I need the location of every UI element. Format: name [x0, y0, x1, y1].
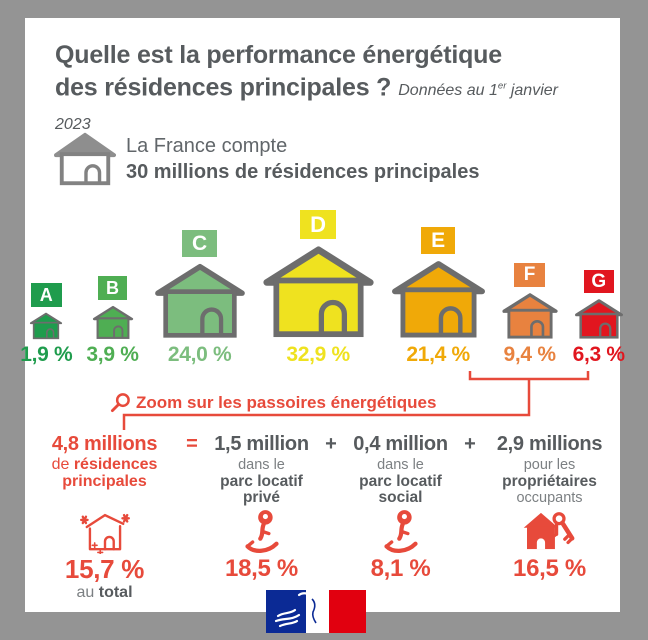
- energy-class-value: 32,9 %: [286, 343, 350, 366]
- key-in-hand-icon: [244, 510, 279, 553]
- proprietaires-value: 16,5 %: [513, 555, 586, 582]
- energy-class-value: 1,9 %: [20, 343, 73, 366]
- data-date: Données au 1er janvier 2023: [55, 81, 558, 134]
- energy-class-e: E 21,4 %: [390, 227, 487, 367]
- energy-class-badge: B: [98, 276, 127, 300]
- breakdown-prive-column: 1,5 million dans le parc locatif privé 18…: [205, 433, 319, 582]
- page-title: Quelle est la performance énergétique de…: [55, 40, 595, 140]
- energy-class-g: G 6,3 %: [573, 270, 625, 367]
- social-description: dans le parc locatif social: [359, 457, 442, 506]
- house-g-icon: [574, 299, 623, 339]
- total-description: de résidences principales: [51, 456, 158, 490]
- energy-class-value: 24,0 %: [167, 343, 232, 366]
- breakdown-proprietaires-column: 2,9 millions pour les propriétaires occupa…: [483, 433, 617, 582]
- energy-class-d: D 32,9 %: [261, 210, 376, 367]
- energy-class-f: F 9,4 %: [501, 263, 559, 367]
- house-f-icon: [502, 293, 558, 339]
- intro-line-1: La France compte: [126, 134, 288, 157]
- energy-class-badge: E: [421, 227, 456, 254]
- prive-amount: 1,5 million: [214, 433, 309, 455]
- energy-class-badge: F: [514, 263, 546, 287]
- government-logo: [266, 590, 366, 633]
- equals-sign: =: [186, 433, 198, 455]
- prive-value: 18,5 %: [225, 555, 298, 582]
- energy-class-value: 21,4 %: [406, 343, 470, 366]
- house-keys-icon: [523, 512, 574, 550]
- total-caption: au total: [76, 584, 133, 601]
- house-b-icon: [92, 305, 133, 339]
- title-line-2: des résidences principales ? Données au 1…: [55, 73, 558, 134]
- energy-classes-row: A 1,9 % B 3,9 % C 24,0 %: [20, 210, 625, 367]
- energy-class-c: C 24,0 %: [153, 230, 247, 367]
- energy-class-badge: G: [583, 270, 614, 293]
- social-amount: 0,4 million: [353, 433, 448, 455]
- energy-class-value: 6,3 %: [572, 343, 626, 366]
- energy-class-value: 9,4 %: [503, 343, 557, 366]
- house-c-icon: [154, 263, 245, 338]
- social-value: 8,1 %: [370, 555, 431, 582]
- energy-class-b: B 3,9 %: [86, 276, 139, 367]
- total-value: 15,7 %: [64, 554, 145, 584]
- key-in-hand-icon: [383, 510, 418, 553]
- intro-section: La France compte 30 millions de résidenc…: [54, 131, 480, 187]
- breakdown-social-column: 0,4 million dans le parc locatif social 8…: [344, 433, 458, 582]
- magnifier-icon: [110, 393, 130, 413]
- energy-class-a: A 1,9 %: [20, 283, 73, 367]
- zoom-callout: Zoom sur les passoires énergétiques: [110, 392, 436, 413]
- house-a-icon: [30, 312, 63, 340]
- house-d-icon: [263, 246, 374, 338]
- intro-line-2: 30 millions de résidences principales: [126, 160, 480, 183]
- total-amount: 4,8 millions: [51, 433, 158, 455]
- energy-class-badge: C: [182, 230, 218, 257]
- prive-description: dans le parc locatif privé: [220, 457, 303, 506]
- plus-sign: +: [325, 433, 337, 455]
- zoom-callout-label: Zoom sur les passoires énergétiques: [136, 392, 437, 412]
- proprietaires-amount: 2,9 millions: [496, 433, 603, 455]
- title-line-1: Quelle est la performance énergétique: [55, 41, 502, 69]
- energy-class-badge: A: [30, 283, 62, 307]
- intro-text: La France compte 30 millions de résidenc…: [126, 134, 480, 185]
- energy-class-value: 3,9 %: [86, 343, 139, 366]
- proprietaires-description: pour les propriétaires occupants: [502, 457, 597, 506]
- breakdown-total-column: 4,8 millions de résidences principales 1…: [30, 433, 180, 601]
- drafty-house-icon: [79, 513, 130, 554]
- energy-class-badge: D: [300, 210, 337, 239]
- france-house-icon: [54, 132, 116, 186]
- plus-sign: +: [464, 433, 476, 455]
- house-e-icon: [391, 261, 485, 338]
- breakdown-section: 4,8 millions de résidences principales 1…: [28, 433, 618, 601]
